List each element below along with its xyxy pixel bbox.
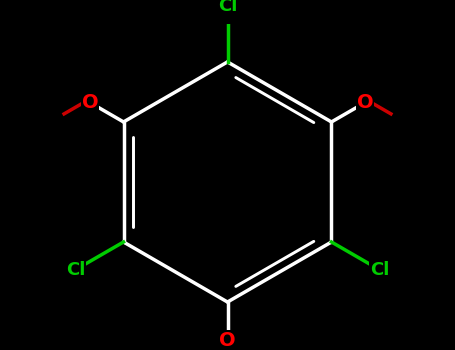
Text: O: O (82, 93, 98, 112)
Text: O: O (357, 93, 373, 112)
Text: O: O (219, 331, 236, 350)
Text: Cl: Cl (66, 261, 85, 279)
Text: Cl: Cl (370, 261, 389, 279)
Text: Cl: Cl (218, 0, 237, 15)
